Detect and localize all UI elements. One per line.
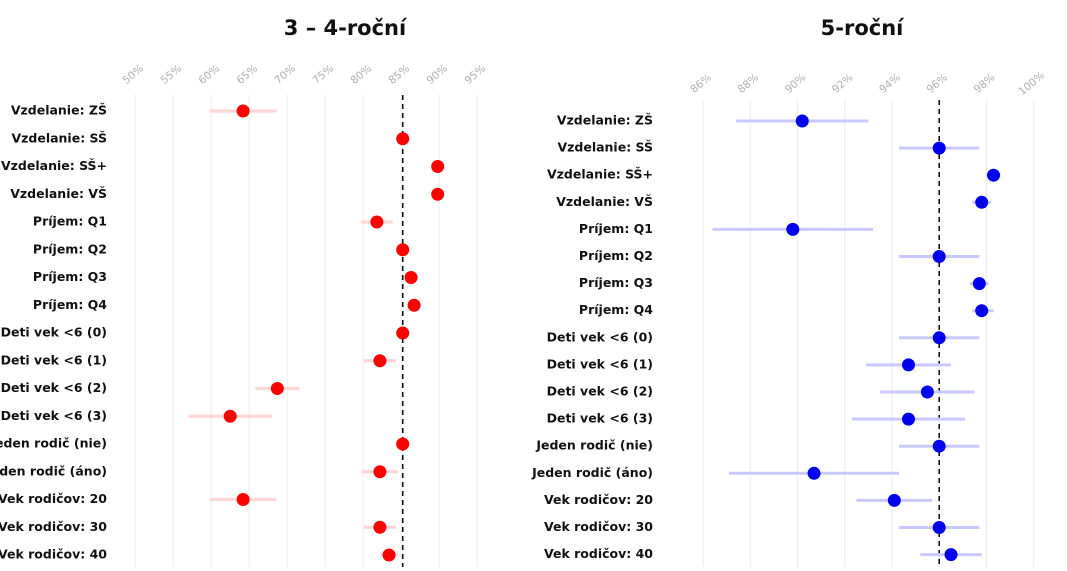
category-label: Vzdelanie: SŠ+: [547, 167, 653, 182]
category-label: Deti vek <6 (0): [547, 329, 653, 344]
category-label: Príjem: Q2: [579, 248, 653, 263]
data-point: [786, 222, 800, 236]
data-point: [975, 304, 989, 318]
data-point: [887, 493, 901, 507]
x-tick-label: 50%: [120, 63, 146, 87]
x-tick-label: 75%: [310, 63, 336, 87]
x-tick-label: 85%: [386, 63, 412, 87]
x-tick-label: 60%: [196, 63, 222, 87]
category-label: Deti vek <6 (0): [1, 325, 107, 340]
category-label: Vek rodičov: 40: [544, 546, 653, 561]
category-label: Vzdelanie: VŠ: [556, 194, 653, 209]
data-point: [431, 187, 445, 201]
data-point: [396, 326, 410, 340]
category-label: Vzdelanie: ZŠ: [11, 103, 107, 118]
data-point: [407, 298, 421, 312]
category-label: Vzdelanie: ZŠ: [557, 113, 653, 128]
x-tick-label: 80%: [348, 63, 374, 87]
category-label: Deti vek <6 (3): [1, 408, 107, 423]
category-label: Vzdelanie: VŠ: [10, 186, 107, 201]
x-tick-label: 70%: [272, 63, 298, 87]
category-label: Príjem: Q3: [33, 269, 107, 284]
x-tick-label: 100%: [1016, 69, 1047, 98]
data-point: [373, 354, 387, 368]
data-point: [807, 466, 821, 480]
category-label: Vzdelanie: SŠ+: [1, 158, 107, 173]
data-point: [236, 104, 250, 118]
category-label: Vzdelanie: SŠ: [11, 130, 107, 145]
data-point: [932, 439, 946, 453]
chart-title: 5-roční: [821, 16, 906, 40]
category-label: Príjem: Q4: [33, 297, 107, 312]
category-label: Príjem: Q1: [33, 214, 107, 229]
category-label: Vek rodičov: 30: [0, 519, 107, 534]
data-point: [975, 195, 989, 209]
data-point: [396, 243, 410, 257]
data-point: [396, 437, 410, 451]
data-point: [370, 215, 384, 229]
category-label: Vek rodičov: 20: [0, 491, 107, 506]
category-label: Vek rodičov: 30: [544, 519, 653, 534]
data-point: [932, 331, 946, 345]
category-label: Vek rodičov: 40: [0, 547, 107, 562]
x-tick-label: 96%: [924, 72, 950, 96]
data-point: [920, 385, 934, 399]
category-label: Príjem: Q2: [33, 241, 107, 256]
data-point: [382, 548, 396, 562]
x-tick-label: 88%: [736, 72, 762, 96]
category-label: Jeden rodič (nie): [535, 438, 653, 453]
data-point: [987, 168, 1001, 182]
category-label: Jeden rodič (nie): [0, 436, 107, 451]
data-point: [431, 160, 445, 173]
data-point: [972, 277, 986, 291]
x-tick-label: 90%: [424, 63, 450, 87]
data-point: [373, 520, 387, 534]
category-label: Deti vek <6 (2): [1, 380, 107, 395]
category-label: Deti vek <6 (1): [547, 356, 653, 371]
data-point: [932, 521, 946, 534]
chart-panel-1: 3 – 4-roční 50% 55% 60% 65% 70% 75% 80% 85% 90% 95…: [0, 16, 488, 567]
category-label: Vek rodičov: 20: [544, 492, 653, 507]
x-tick-label: 55%: [158, 63, 184, 87]
data-point: [373, 465, 387, 479]
category-label: Príjem: Q1: [579, 221, 653, 236]
x-tick-label: 86%: [688, 72, 714, 96]
category-label: Jeden rodič (áno): [0, 463, 107, 478]
x-tick-label: 65%: [234, 63, 260, 87]
chart-panel-2: 5-roční 86% 88% 90% 92% 94% 96% 98% 100% Vzdelani…: [531, 16, 1047, 567]
x-tick-label: 92%: [830, 72, 856, 96]
data-point: [223, 409, 237, 423]
data-point: [404, 271, 418, 284]
data-point: [932, 250, 946, 263]
category-label: Jeden rodič (áno): [531, 465, 653, 480]
data-point: [795, 114, 809, 128]
x-tick-label: 94%: [877, 72, 903, 96]
x-tick-label: 95%: [462, 63, 488, 87]
data-point: [932, 141, 946, 155]
category-label: Deti vek <6 (3): [547, 411, 653, 426]
data-point: [944, 548, 958, 562]
data-point: [270, 382, 284, 395]
data-point: [902, 358, 916, 372]
x-tick-label: 98%: [972, 72, 998, 96]
category-label: Deti vek <6 (2): [547, 384, 653, 399]
category-label: Príjem: Q3: [579, 275, 653, 290]
data-point: [902, 412, 916, 426]
category-label: Príjem: Q4: [579, 302, 653, 317]
x-tick-label: 90%: [783, 72, 809, 96]
chart-title: 3 – 4-roční: [284, 16, 408, 40]
data-point: [396, 132, 410, 146]
category-label: Vzdelanie: SŠ: [557, 140, 653, 155]
data-point: [236, 493, 250, 506]
category-label: Deti vek <6 (1): [1, 352, 107, 367]
